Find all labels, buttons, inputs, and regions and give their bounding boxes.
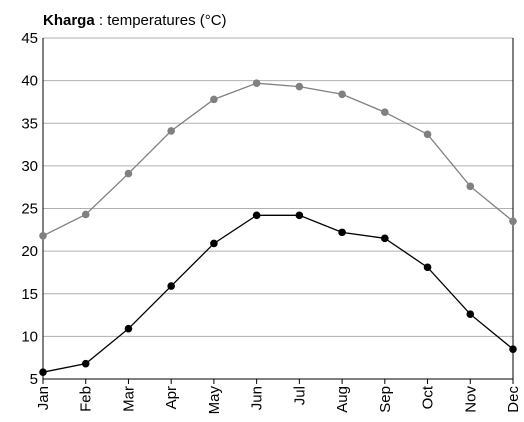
x-tick-label: Nov [462,386,479,413]
x-tick-label: Mar [120,386,137,412]
data-point [466,310,475,319]
title-rest: : temperatures (°C) [95,12,227,29]
x-tick-label: Dec [505,386,522,413]
data-point [423,130,432,139]
data-point [167,127,175,135]
x-tick-label: Feb [78,386,95,412]
x-tick-label: Jun [249,386,266,410]
x-tick-label: Apr [163,386,180,409]
data-point [381,108,389,116]
title-place: Kharga [43,12,95,29]
data-point [381,234,389,243]
y-tick-label: 40 [21,73,38,90]
y-tick-label: 30 [21,158,38,175]
y-tick-label: 25 [21,201,38,218]
y-tick-label: 10 [21,328,38,345]
data-point [39,231,47,240]
x-tick-label: May [206,386,223,415]
data-point [466,182,475,191]
data-point [167,282,175,290]
data-point [338,90,346,99]
data-point [509,217,517,226]
x-tick-label: Sep [377,386,394,413]
data-point [124,324,133,333]
data-point [210,239,218,248]
x-tick-label: Jan [35,386,52,410]
y-tick-label: 20 [21,243,38,260]
data-point [81,210,90,219]
chart-title: Kharga : temperatures (°C) [43,12,227,29]
x-tick-label: Jul [291,386,308,405]
y-tick-label: 45 [21,30,38,47]
data-point [295,82,304,91]
x-tick-label: Oct [420,385,437,409]
series-line [42,214,514,373]
data-point [252,211,261,220]
data-point [210,95,218,104]
data-point [124,169,133,178]
data-point [338,228,346,237]
y-tick-label: 15 [21,286,38,303]
data-point [81,359,90,368]
data-point [39,368,47,376]
y-tick-label: 35 [21,115,38,132]
data-point [295,211,304,220]
x-tick-label: Aug [334,386,351,413]
data-point [252,79,261,87]
data-point [423,263,432,272]
y-tick-label: 5 [30,371,38,388]
data-point [509,345,517,353]
series-line [42,82,514,237]
